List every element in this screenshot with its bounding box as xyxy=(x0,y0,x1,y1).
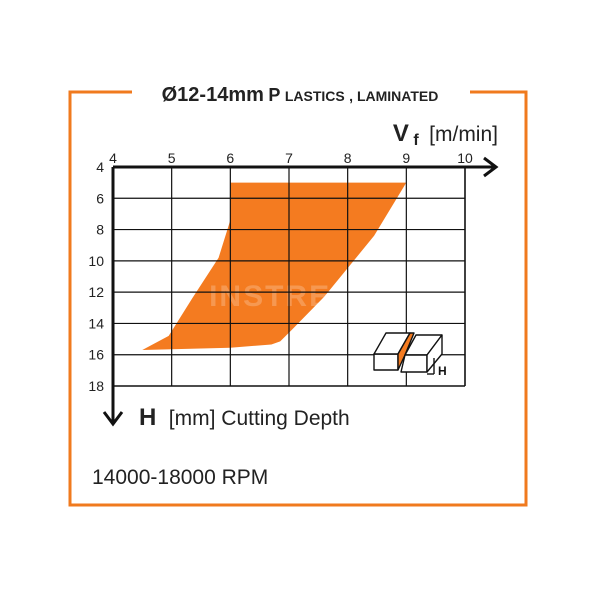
x-axis-label: V f [m/min] xyxy=(393,120,498,149)
operating-region xyxy=(142,182,407,350)
title-material-rest-2: LAMINATED xyxy=(357,88,438,104)
x-tick-label: 9 xyxy=(402,150,410,166)
y-axis-label: H [mm] Cutting Depth xyxy=(139,404,350,431)
x-tick-label: 4 xyxy=(109,150,117,166)
rpm-label: 14000-18000 RPM xyxy=(92,466,268,489)
chart-title: Ø12-14mm P LASTICS , LAMINATED xyxy=(162,84,439,106)
y-tick-label: 16 xyxy=(88,347,104,363)
y-tick-label: 12 xyxy=(88,284,104,300)
y-tick-label: 14 xyxy=(88,315,104,331)
y-tick-label: 8 xyxy=(96,222,104,238)
watermark: INSTRELTA xyxy=(209,280,391,313)
frame-border xyxy=(68,90,528,507)
y-tick-label: 10 xyxy=(88,253,104,269)
x-tick-label: 5 xyxy=(168,150,176,166)
workpiece-right-front xyxy=(400,354,428,373)
x-tick-label: 8 xyxy=(344,150,352,166)
y-axis-symbol: H xyxy=(139,404,156,431)
x-axis-arrow xyxy=(483,156,499,178)
x-axis-subscript: f xyxy=(413,132,419,149)
tick-layer: 4 5 6 7 8 9 10 4 6 8 10 12 14 16 18 xyxy=(88,150,473,394)
x-tick-label: 6 xyxy=(226,150,234,166)
title-separator: , xyxy=(349,88,357,104)
axis-layer xyxy=(102,156,499,427)
y-tick-label: 18 xyxy=(88,378,104,394)
x-tick-label: 7 xyxy=(285,150,293,166)
workpiece-icon xyxy=(373,332,443,375)
workpiece-groove xyxy=(397,332,415,371)
depth-symbol: H xyxy=(438,364,447,378)
title-diameter: Ø12-14mm xyxy=(162,84,264,106)
fill-layer xyxy=(142,182,407,350)
workpiece-right-side xyxy=(426,334,443,373)
title-material-cap: P xyxy=(268,85,280,105)
y-axis-arrow xyxy=(102,411,124,427)
y-tick-label: 4 xyxy=(96,159,104,175)
y-axis-unit: [mm] Cutting Depth xyxy=(169,407,350,430)
y-tick-label: 6 xyxy=(96,190,104,206)
x-axis-unit: [m/min] xyxy=(429,123,498,146)
x-tick-label: 10 xyxy=(457,150,473,166)
workpiece-left-front xyxy=(373,353,399,371)
x-axis-symbol: V xyxy=(393,120,409,147)
title-material-rest: LASTICS xyxy=(285,88,345,104)
